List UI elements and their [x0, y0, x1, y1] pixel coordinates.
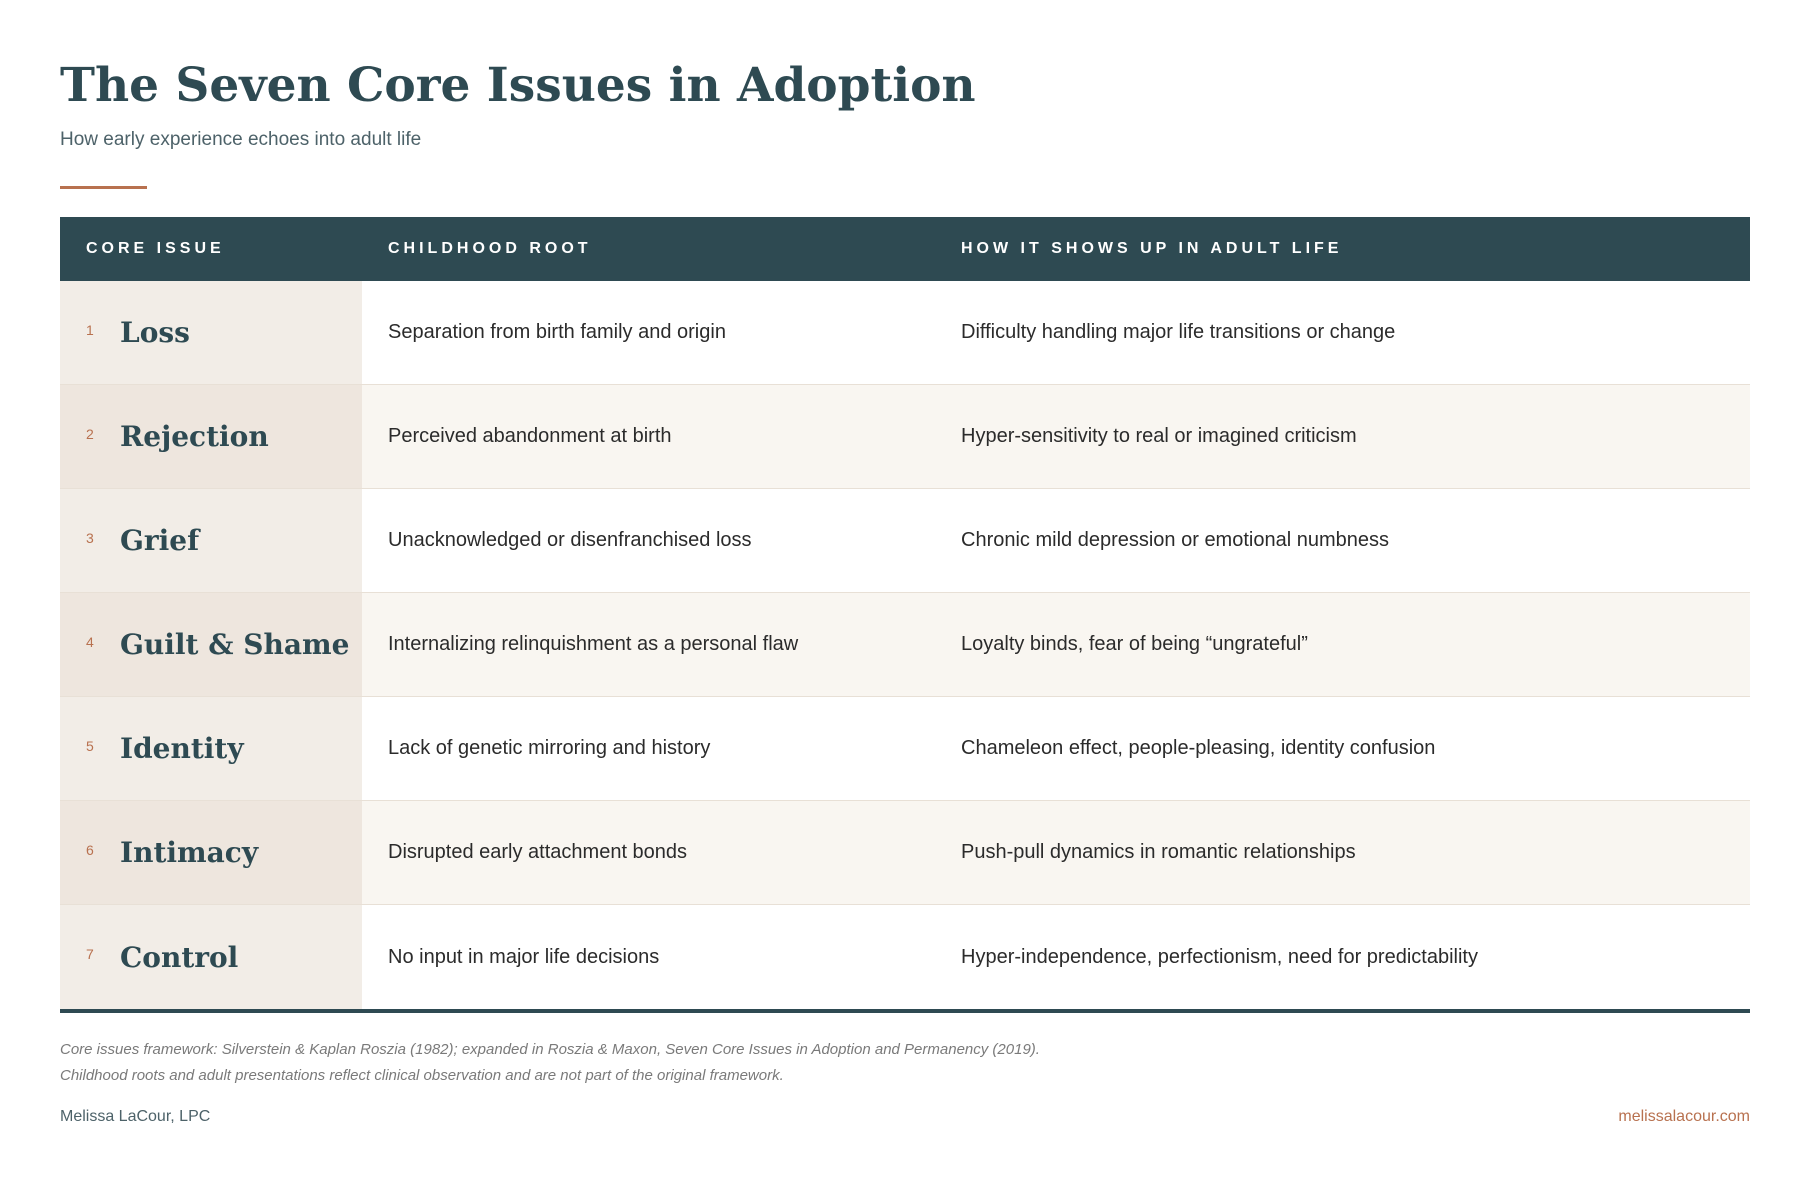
table-row: 2 Rejection Perceived abandonment at bir… — [60, 385, 1750, 489]
issue-number: 7 — [86, 946, 94, 962]
table-bottom-rule — [60, 1009, 1750, 1013]
adult-life-cell: Hyper-independence, perfectionism, need … — [961, 945, 1478, 968]
issue-number: 4 — [86, 633, 94, 650]
footer-website-link[interactable]: melissalacour.com — [1618, 1108, 1750, 1125]
core-issue-cell: 1 Loss — [60, 281, 362, 384]
issue-name: Grief — [120, 524, 200, 557]
core-issue-cell: 4 Guilt & Shame — [60, 593, 362, 696]
issue-name: Guilt & Shame — [120, 628, 350, 661]
core-issue-cell: 7 Control — [60, 905, 362, 1009]
column-header-adult-life: HOW IT SHOWS UP IN ADULT LIFE — [961, 240, 1343, 257]
issue-number: 1 — [86, 321, 94, 338]
table-row: 6 Intimacy Disrupted early attachment bo… — [60, 801, 1750, 905]
adult-life-cell: Difficulty handling major life transitio… — [961, 321, 1396, 343]
issue-number: 6 — [86, 841, 94, 858]
column-header-childhood-root: CHILDHOOD ROOT — [388, 240, 592, 257]
core-issue-cell: 2 Rejection — [60, 385, 362, 488]
table-row: 4 Guilt & Shame Internalizing relinquish… — [60, 593, 1750, 697]
core-issues-table: CORE ISSUE CHILDHOOD ROOT HOW IT SHOWS U… — [60, 217, 1750, 1013]
childhood-root-cell: Internalizing relinquishment as a person… — [388, 633, 799, 655]
adult-life-cell: Push-pull dynamics in romantic relations… — [961, 841, 1356, 863]
footer-author: Melissa LaCour, LPC — [60, 1108, 211, 1125]
core-issue-cell: 6 Intimacy — [60, 801, 362, 904]
source-note-line: Core issues framework: Silverstein & Kap… — [60, 1041, 1040, 1058]
issue-name: Intimacy — [120, 836, 259, 869]
source-note-line: Childhood roots and adult presentations … — [60, 1067, 784, 1084]
issue-number: 3 — [86, 529, 94, 546]
childhood-root-cell: Perceived abandonment at birth — [388, 425, 672, 447]
adult-life-cell: Hyper-sensitivity to real or imagined cr… — [961, 425, 1357, 447]
table-row: 5 Identity Lack of genetic mirroring and… — [60, 697, 1750, 801]
issue-number: 5 — [86, 737, 94, 754]
page-subtitle: How early experience echoes into adult l… — [60, 129, 422, 150]
issue-name: Control — [120, 940, 239, 974]
issue-number: 2 — [86, 425, 94, 442]
table-row: 1 Loss Separation from birth family and … — [60, 281, 1750, 385]
adult-life-cell: Chronic mild depression or emotional num… — [961, 529, 1389, 551]
childhood-root-cell: Separation from birth family and origin — [388, 321, 726, 343]
page-title: The Seven Core Issues in Adoption — [60, 58, 976, 113]
accent-divider — [60, 186, 147, 189]
table-header: CORE ISSUE CHILDHOOD ROOT HOW IT SHOWS U… — [60, 217, 1750, 281]
childhood-root-cell: Unacknowledged or disenfranchised loss — [388, 529, 752, 551]
column-header-core-issue: CORE ISSUE — [86, 240, 225, 257]
childhood-root-cell: Lack of genetic mirroring and history — [388, 737, 711, 759]
core-issue-cell: 5 Identity — [60, 697, 362, 800]
adult-life-cell: Chameleon effect, people-pleasing, ident… — [961, 737, 1436, 759]
source-notes: Core issues framework: Silverstein & Kap… — [60, 1037, 1040, 1089]
adult-life-cell: Loyalty binds, fear of being “ungrateful… — [961, 633, 1308, 655]
childhood-root-cell: Disrupted early attachment bonds — [388, 841, 688, 863]
issue-name: Loss — [120, 316, 190, 349]
table-row: 3 Grief Unacknowledged or disenfranchise… — [60, 489, 1750, 593]
issue-name: Rejection — [120, 420, 269, 453]
table-row: 7 Control No input in major life decisio… — [60, 905, 1750, 1009]
childhood-root-cell: No input in major life decisions — [388, 945, 660, 968]
issue-name: Identity — [120, 732, 244, 765]
core-issue-cell: 3 Grief — [60, 489, 362, 592]
